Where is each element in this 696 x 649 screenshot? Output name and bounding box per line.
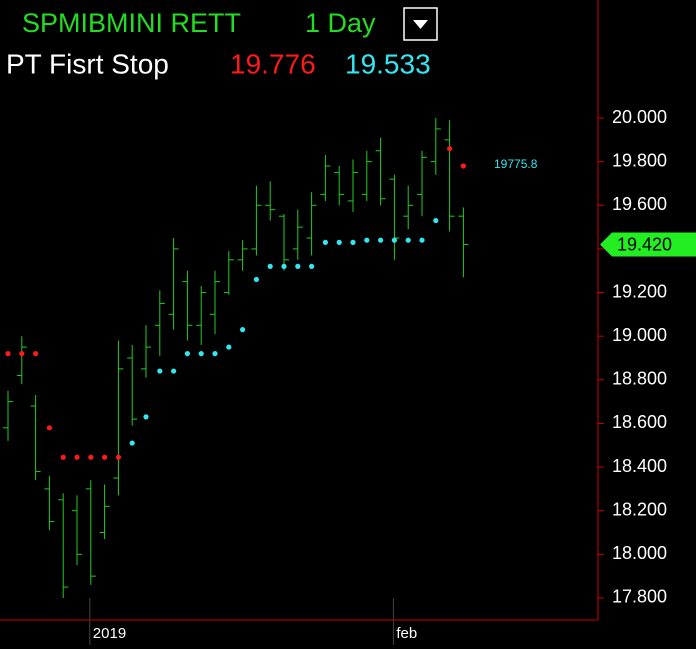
stop-dot bbox=[240, 327, 246, 333]
stop-dot bbox=[115, 454, 121, 460]
y-tick-label: 18.600 bbox=[612, 412, 667, 432]
y-tick-label: 19.600 bbox=[612, 194, 667, 214]
stop-dot bbox=[391, 237, 397, 243]
y-tick-label: 20.000 bbox=[612, 107, 667, 127]
stop-dot bbox=[226, 344, 232, 350]
y-tick-label: 19.000 bbox=[612, 325, 667, 345]
x-tick-label: 2019 bbox=[93, 625, 126, 642]
interval: 1 Day bbox=[305, 8, 376, 38]
study-name: PT Fisrt Stop bbox=[6, 48, 169, 79]
y-tick-label: 18.800 bbox=[612, 369, 667, 389]
stop-dot bbox=[405, 237, 411, 243]
y-tick-label: 18.000 bbox=[612, 543, 667, 563]
stop-dot bbox=[460, 163, 466, 169]
stop-dot bbox=[419, 237, 425, 243]
annotation: 19775.8 bbox=[494, 157, 538, 171]
legend-value: 19.776 bbox=[230, 48, 316, 79]
legend-value: 19.533 bbox=[345, 48, 431, 79]
stop-dot bbox=[60, 454, 66, 460]
stop-dot bbox=[198, 351, 204, 357]
stop-dot bbox=[281, 263, 287, 269]
stop-dot bbox=[88, 454, 94, 460]
last-price-tag bbox=[600, 232, 696, 257]
stop-dot bbox=[253, 276, 259, 283]
stop-dot bbox=[143, 414, 149, 420]
stop-dot bbox=[295, 263, 301, 269]
y-tick-label: 19.800 bbox=[612, 150, 667, 170]
y-tick-label: 17.800 bbox=[612, 587, 667, 607]
stop-dot bbox=[433, 217, 439, 224]
stop-dot bbox=[33, 351, 39, 357]
stop-dot bbox=[46, 425, 53, 431]
stop-dot bbox=[5, 351, 11, 357]
stop-dot bbox=[19, 351, 25, 357]
stop-dot bbox=[378, 237, 384, 243]
stop-dot bbox=[212, 351, 218, 357]
y-tick-label: 19.200 bbox=[612, 281, 667, 301]
stop-dot bbox=[157, 368, 163, 374]
stop-dot bbox=[350, 239, 356, 245]
stop-dot bbox=[364, 237, 370, 243]
dropdown-arrow[interactable] bbox=[413, 20, 428, 29]
stop-dot bbox=[129, 440, 135, 446]
y-tick-label: 18.400 bbox=[612, 456, 667, 476]
x-tick-label: feb bbox=[396, 625, 417, 642]
stop-dot bbox=[309, 263, 315, 269]
stop-dot bbox=[74, 454, 80, 460]
symbol-title: SPMIBMINI RETT bbox=[22, 8, 241, 38]
stop-dot bbox=[447, 145, 453, 152]
stop-dot bbox=[322, 239, 328, 245]
y-tick-label: 18.200 bbox=[612, 499, 667, 519]
dropdown[interactable] bbox=[403, 7, 438, 41]
stop-dot bbox=[267, 263, 273, 269]
last-price-label: 19.420 bbox=[617, 234, 672, 254]
stop-dot bbox=[336, 239, 342, 245]
stop-dot bbox=[171, 368, 177, 374]
stop-dot bbox=[184, 351, 190, 357]
stop-dot bbox=[102, 454, 108, 460]
